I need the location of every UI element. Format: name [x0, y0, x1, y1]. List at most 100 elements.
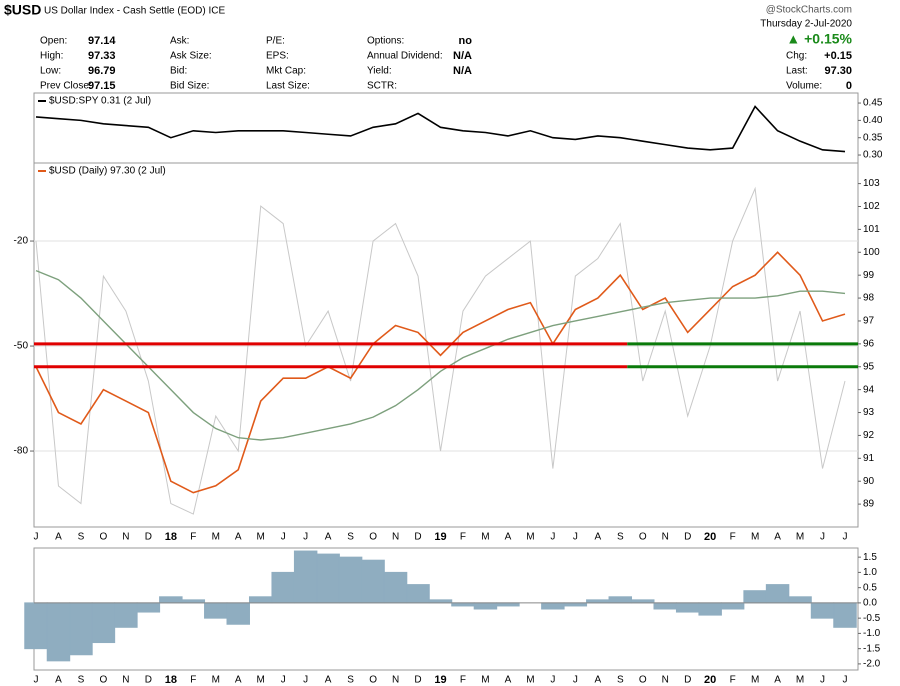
- y-tick-label: 89: [863, 499, 875, 510]
- x-tick-label: S: [617, 532, 624, 543]
- field-label: P/E:: [266, 36, 285, 47]
- x-tick-label: 20: [704, 674, 716, 686]
- y-tick-label: 98: [863, 293, 875, 304]
- y-tick-label: 101: [863, 224, 880, 235]
- field-label: Last Size:: [266, 81, 310, 92]
- x-tick-label: S: [347, 532, 354, 543]
- bar: [653, 602, 677, 610]
- field-value: N/A: [453, 65, 472, 77]
- x-tick-label: D: [145, 675, 152, 686]
- x-tick-label: A: [235, 532, 242, 543]
- x-tick-label: A: [594, 532, 601, 543]
- y-tick-label: 97: [863, 316, 875, 327]
- y-tick-label: 100: [863, 247, 880, 258]
- x-tick-label: J: [34, 532, 39, 543]
- x-tick-label: O: [100, 675, 108, 686]
- bar: [608, 596, 633, 604]
- bar: [293, 550, 318, 604]
- change-pct: ▲ +0.15%: [786, 31, 852, 47]
- bar: [406, 584, 430, 604]
- bar: [473, 602, 498, 610]
- x-tick-label: M: [481, 675, 489, 686]
- x-tick-label: O: [369, 532, 377, 543]
- y-tick-label: 0.40: [863, 115, 883, 126]
- x-tick-label: S: [78, 532, 85, 543]
- field-value: no: [459, 35, 473, 47]
- x-tick-label: S: [78, 675, 85, 686]
- x-tick-label: J: [573, 675, 578, 686]
- x-tick-label: D: [414, 675, 421, 686]
- x-tick-label: 19: [434, 531, 446, 543]
- y-tick-label: -20: [14, 236, 29, 247]
- y-tick-label: 0.30: [863, 150, 883, 161]
- x-tick-label: A: [325, 532, 332, 543]
- series-line: [35, 186, 846, 515]
- x-tick-label: J: [281, 532, 286, 543]
- y-tick-label: -80: [14, 446, 29, 457]
- x-tick-label: J: [843, 675, 848, 686]
- x-tick-label: A: [325, 675, 332, 686]
- x-tick-label: M: [526, 532, 534, 543]
- x-tick-label: N: [392, 532, 399, 543]
- y-tick-label: -1.5: [863, 643, 881, 654]
- field-label: High:: [40, 51, 63, 62]
- x-tick-label: N: [122, 532, 129, 543]
- legend-label: $USD (Daily) 97.30 (2 Jul): [49, 166, 166, 177]
- field-value: 0: [846, 80, 852, 92]
- legend-label: $USD:SPY 0.31 (2 Jul): [49, 96, 151, 107]
- bar: [24, 602, 48, 650]
- x-tick-label: M: [751, 675, 759, 686]
- bar: [159, 596, 183, 604]
- bar: [316, 553, 340, 604]
- x-tick-label: N: [662, 675, 669, 686]
- bar: [541, 602, 565, 610]
- bar: [810, 602, 835, 619]
- symbol: $USD: [4, 2, 41, 18]
- x-tick-label: J: [550, 675, 555, 686]
- field-label: Yield:: [367, 66, 392, 77]
- x-tick-label: A: [774, 675, 781, 686]
- bar: [91, 602, 116, 644]
- x-tick-label: O: [100, 532, 108, 543]
- x-tick-label: S: [617, 675, 624, 686]
- x-tick-label: 19: [434, 674, 446, 686]
- x-tick-label: F: [460, 675, 466, 686]
- y-tick-label: 96: [863, 338, 875, 349]
- x-tick-label: F: [190, 532, 196, 543]
- y-tick-label: 91: [863, 453, 875, 464]
- x-tick-label: F: [730, 675, 736, 686]
- x-tick-label: J: [550, 532, 555, 543]
- x-tick-label: F: [190, 675, 196, 686]
- bar: [361, 559, 385, 604]
- field-label: Options:: [367, 36, 404, 47]
- field-value: N/A: [453, 50, 472, 62]
- field-label: Chg:: [786, 51, 807, 62]
- x-tick-label: D: [414, 532, 421, 543]
- y-tick-label: 0.45: [863, 98, 883, 109]
- x-tick-label: A: [505, 532, 512, 543]
- x-tick-label: A: [55, 532, 62, 543]
- y-tick-label: 99: [863, 270, 875, 281]
- x-tick-label: M: [257, 532, 265, 543]
- x-tick-label: F: [460, 532, 466, 543]
- field-label: EPS:: [266, 51, 289, 62]
- field-value: 96.79: [88, 65, 116, 77]
- source: @StockCharts.com: [766, 5, 852, 16]
- bar: [833, 602, 857, 628]
- x-tick-label: A: [774, 532, 781, 543]
- y-tick-label: 0.5: [863, 582, 877, 593]
- x-tick-label: D: [684, 532, 691, 543]
- x-tick-label: M: [481, 532, 489, 543]
- x-tick-label: A: [235, 675, 242, 686]
- x-tick-label: A: [55, 675, 62, 686]
- bar: [271, 571, 295, 604]
- bar: [248, 596, 273, 604]
- y-tick-label: -1.0: [863, 628, 881, 639]
- bar: [114, 602, 138, 628]
- x-tick-label: D: [684, 675, 691, 686]
- series-line: [35, 269, 846, 441]
- x-tick-label: J: [303, 532, 308, 543]
- bar: [383, 571, 408, 604]
- y-tick-label: 92: [863, 430, 875, 441]
